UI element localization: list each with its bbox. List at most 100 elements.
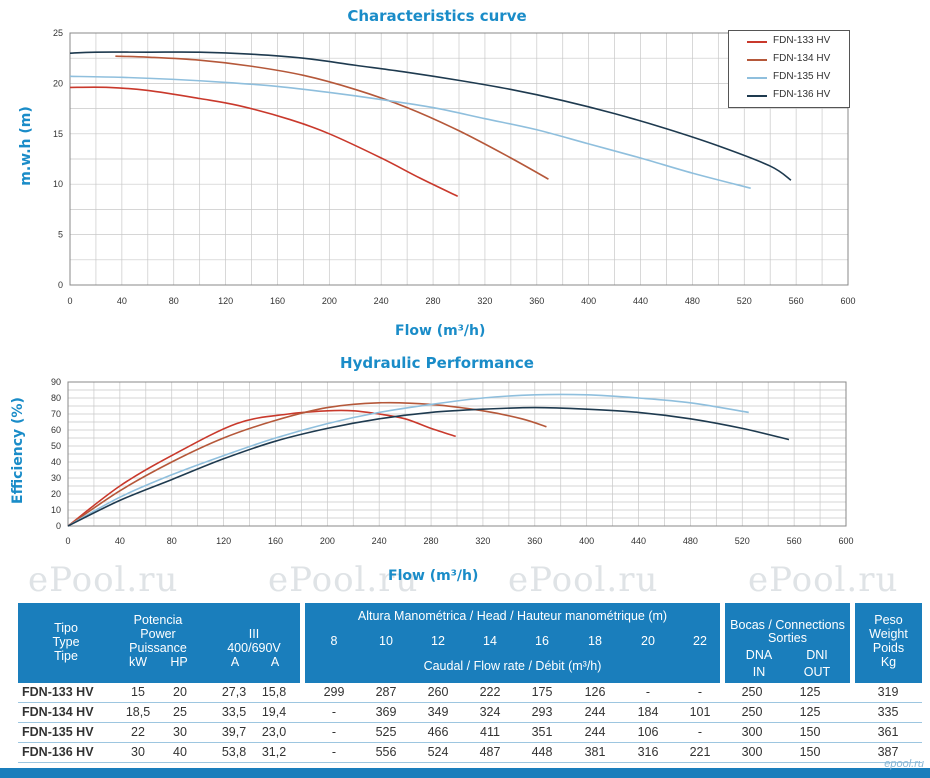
flow-rate-cell: -: [697, 725, 703, 739]
flow-rate-cell: 324: [479, 705, 501, 719]
y-tick-label: 30: [51, 473, 61, 483]
type-label: Type: [52, 635, 80, 649]
current-690v: 19,4: [261, 705, 287, 719]
flow-rate-cell: 381: [584, 745, 606, 759]
flow-rate-cell: 466: [427, 725, 449, 739]
x-tick-label: 280: [426, 296, 441, 306]
flow-rate-cell: 221: [689, 745, 711, 759]
series-line: [67, 409, 456, 527]
x-tick-label: 200: [320, 536, 335, 546]
x-tick-label: 360: [529, 296, 544, 306]
flow-rate-cell: 351: [531, 725, 553, 739]
flow-rate-cell: 184: [637, 705, 659, 719]
flow-rate-cell: -: [331, 745, 337, 759]
y-tick-label: 20: [51, 489, 61, 499]
y-tick-label: 70: [51, 409, 61, 419]
power-kw: 30: [131, 745, 145, 759]
watermark: ePool.ru: [28, 560, 179, 600]
hp-label: HP: [170, 655, 188, 669]
flow-rate-cell: 126: [584, 685, 606, 699]
header-block-flows: Altura Manométrica / Head / Hauteur mano…: [305, 603, 720, 683]
dna-label: DNA: [745, 648, 773, 662]
x-tick-label: 600: [838, 536, 853, 546]
x-tick-label: 560: [789, 296, 804, 306]
weight-kg: 319: [877, 685, 899, 699]
y-tick-label: 10: [53, 179, 63, 189]
in-label: IN: [752, 665, 766, 679]
legend-swatch: [747, 95, 767, 97]
head-col: 14: [483, 634, 497, 648]
current-400v: 33,5: [221, 705, 247, 719]
watermark: ePool.ru: [508, 560, 659, 600]
x-tick-label: 400: [581, 296, 596, 306]
potencia-label: Potencia: [133, 613, 183, 627]
x-tick-label: 440: [633, 296, 648, 306]
current-400v: 27,3: [221, 685, 247, 699]
dna-in: 250: [741, 685, 763, 699]
model-name: FDN-134 HV: [22, 705, 94, 719]
x-tick-label: 520: [735, 536, 750, 546]
dni-out: 125: [799, 705, 821, 719]
x-tick-label: 160: [270, 296, 285, 306]
y-tick-label: 25: [53, 28, 63, 38]
amp-690-label: A: [270, 655, 280, 669]
chart2-title: Hydraulic Performance: [340, 354, 534, 372]
flow-rate-cell: 411: [480, 725, 500, 739]
tipe-label: Tipe: [54, 649, 78, 663]
y-tick-label: 80: [51, 393, 61, 403]
chart1-xlabel: Flow (m³/h): [395, 323, 486, 339]
x-tick-label: 240: [372, 536, 387, 546]
voltage-label: 400/690V: [227, 641, 281, 655]
head-col: 12: [431, 634, 445, 648]
flow-rate-cell: 287: [375, 685, 397, 699]
table-row: FDN-133 HV 15 20 27,3 15,8 299 287 260 222 175 126…: [18, 683, 922, 703]
flow-rate-cell: -: [645, 685, 651, 699]
head-col: 8: [330, 634, 338, 648]
flow-rate-cell: 525: [375, 725, 397, 739]
head-col: 10: [379, 634, 393, 648]
series-line: [69, 51, 792, 181]
x-tick-label: 480: [683, 536, 698, 546]
table-row: FDN-134 HV 18,5 25 33,5 19,4 - 369 349 324 293 244…: [18, 703, 922, 723]
chart1-legend: FDN-133 HV FDN-134 HV FDN-135 HV FDN-136…: [728, 30, 850, 108]
x-tick-label: 80: [167, 536, 177, 546]
power-kw: 15: [131, 685, 145, 699]
y-tick-label: 50: [51, 441, 61, 451]
characteristics-chart: 0 40 80 120 160 200 240 280 320 360 400 440 480 520 56…: [53, 28, 856, 306]
legend-swatch: [747, 77, 767, 79]
x-tick-label: 280: [424, 536, 439, 546]
x-tick-label: 520: [737, 296, 752, 306]
series-line: [69, 86, 459, 198]
x-tick-label: 40: [115, 536, 125, 546]
flow-rate-cell: 524: [427, 745, 449, 759]
header-block-connections: Bocas / Connections Sorties DNA DNI IN O…: [725, 603, 850, 683]
legend-label: FDN-136 HV: [773, 89, 831, 100]
y-tick-label: 15: [53, 129, 63, 139]
plot-frame: [67, 381, 847, 527]
x-tick-label: 160: [268, 536, 283, 546]
watermark: ePool.ru: [268, 560, 419, 600]
flow-rate-cell: 487: [479, 745, 501, 759]
dni-out: 150: [799, 745, 821, 759]
table-row: FDN-136 HV 30 40 53,8 31,2 - 556 524 487 448 381 31…: [18, 743, 922, 763]
flow-rate-cell: -: [331, 705, 337, 719]
series-line: [67, 406, 790, 527]
current-690v: 31,2: [261, 745, 287, 759]
dni-label: DNI: [806, 648, 828, 662]
y-tick-label: 40: [51, 457, 61, 467]
power-kw: 18,5: [125, 705, 151, 719]
flow-rate-cell: 369: [375, 705, 397, 719]
peso-label: Peso: [874, 613, 903, 627]
bocas-label: Bocas / Connections: [730, 618, 845, 632]
legend-label: FDN-134 HV: [773, 53, 831, 64]
poids-label: Poids: [872, 641, 905, 655]
power-kw: 22: [131, 725, 145, 739]
flow-rate-cell: 299: [323, 685, 345, 699]
flow-rate-cell: 448: [531, 745, 553, 759]
legend-label: FDN-135 HV: [773, 71, 831, 82]
x-tick-label: 120: [218, 296, 233, 306]
x-tick-label: 40: [117, 296, 127, 306]
x-tick-label: 320: [475, 536, 490, 546]
dna-in: 300: [741, 725, 763, 739]
iii-label: III: [248, 627, 260, 641]
